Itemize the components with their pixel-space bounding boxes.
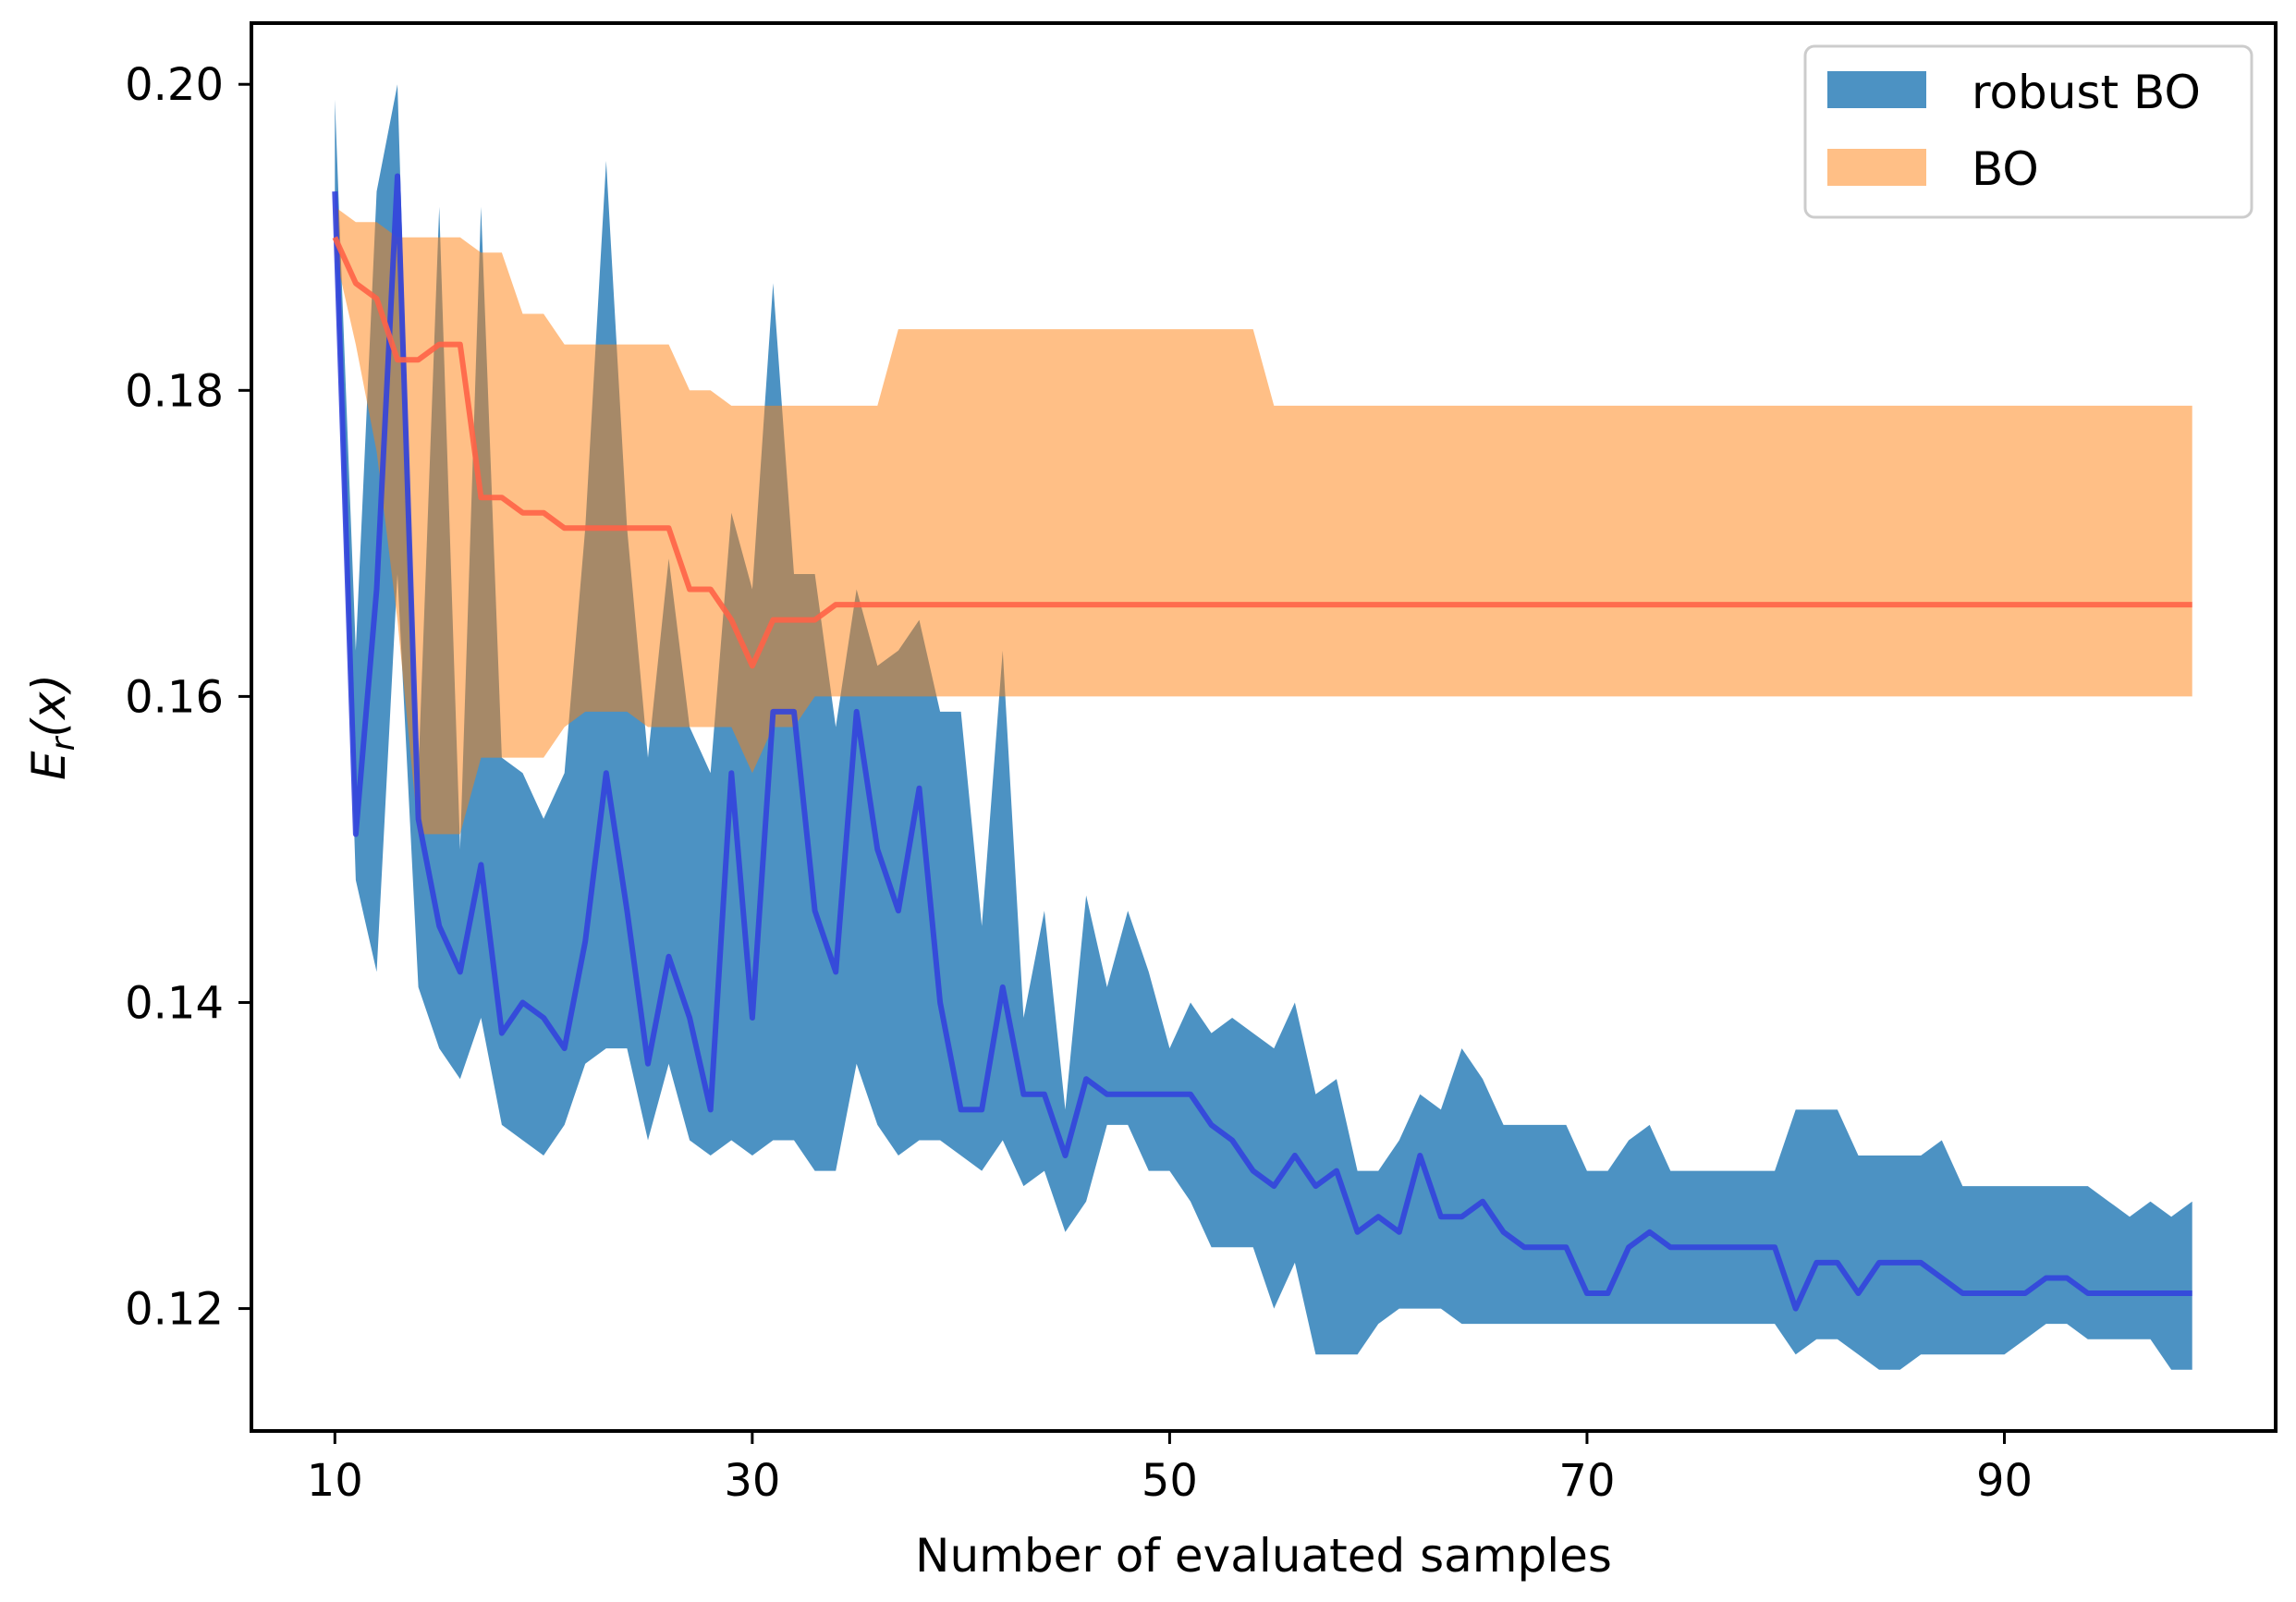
ticks-layer: 10 30 50 70 90 0.12 0.14 0.16 0.18 0.20	[125, 59, 2033, 1507]
x-axis-label: Number of evaluated samples	[915, 1529, 1612, 1583]
x-tick-label: 70	[1558, 1455, 1615, 1507]
y-axis-label-paren: (x)	[22, 674, 76, 738]
y-tick-label: 0.12	[125, 1284, 224, 1336]
mean-line-robust-bo	[332, 173, 2192, 1312]
mean-line-bo	[332, 236, 2192, 669]
x-tick-label: 10	[307, 1455, 363, 1507]
legend-label-robust-bo: robust BO	[1972, 66, 2201, 119]
y-tick-label: 0.20	[125, 59, 224, 111]
x-tick-label: 30	[724, 1455, 780, 1507]
y-axis-label-sub: r	[44, 735, 82, 751]
legend: robust BO BO	[1803, 44, 2253, 219]
band-robust-bo	[335, 84, 2192, 1370]
legend-swatch-robust-bo	[1827, 71, 1926, 108]
series-layer	[332, 84, 2192, 1370]
y-tick-label: 0.18	[125, 365, 224, 417]
band-bo	[335, 206, 2192, 835]
legend-label-bo: BO	[1972, 142, 2039, 196]
y-axis-label-main: E	[22, 751, 76, 780]
y-axis-label: Er(x)	[22, 674, 82, 780]
y-tick-label: 0.16	[125, 671, 224, 723]
x-tick-label: 90	[1976, 1455, 2033, 1507]
y-tick-label: 0.14	[125, 977, 224, 1029]
x-tick-label: 50	[1142, 1455, 1198, 1507]
plot-frame	[250, 21, 2278, 1433]
legend-swatch-bo	[1827, 149, 1926, 186]
